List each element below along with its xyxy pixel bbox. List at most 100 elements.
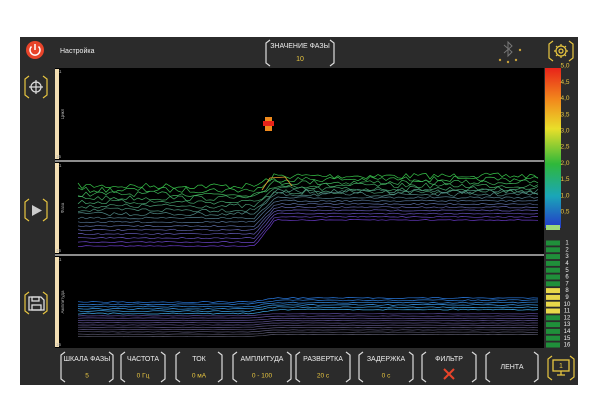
channel-label: 2 [565, 247, 569, 253]
channel-bar [546, 308, 560, 314]
panel-label: Фаза [60, 202, 65, 213]
channel-label: 3 [565, 254, 569, 260]
bracket-right [42, 291, 48, 315]
bracket-left [358, 351, 364, 383]
bracket-right [533, 351, 539, 383]
display-number: 1 [559, 363, 563, 370]
trace [77, 333, 539, 338]
channel-label: 6 [565, 275, 569, 281]
bracket[interactable] [548, 40, 574, 62]
bracket[interactable] [295, 351, 351, 383]
bracket[interactable] [60, 351, 114, 383]
bracket[interactable] [24, 198, 48, 222]
bracket-left [60, 351, 66, 383]
trace [77, 299, 539, 306]
bracket-right [408, 351, 414, 383]
color-scale [545, 68, 561, 228]
trace [77, 206, 539, 232]
save-button[interactable] [28, 296, 45, 311]
target-button[interactable] [29, 80, 43, 94]
trace [77, 189, 539, 209]
bracket[interactable] [265, 39, 335, 67]
trace [77, 322, 539, 326]
channel-bar [546, 315, 560, 321]
scale-label: 1,0 [560, 192, 569, 199]
trace [77, 308, 539, 315]
trace [77, 303, 539, 310]
channel-bar [546, 294, 560, 300]
control-label[interactable]: РАЗВЕРТКА [303, 356, 343, 363]
control-label[interactable]: ФИЛЬТР [435, 356, 463, 363]
bracket-left [232, 351, 238, 383]
scale-marker [546, 225, 560, 230]
bracket-right [42, 198, 48, 222]
play-button[interactable] [32, 205, 42, 216]
phase-label[interactable]: ЗНАЧЕНИЕ ФАЗЫ [270, 43, 330, 50]
scale-label: 4,5 [560, 79, 569, 86]
trace [77, 331, 539, 335]
plot-area [55, 68, 544, 348]
channel-bar [546, 254, 560, 260]
channel-label: 7 [565, 281, 569, 287]
bracket-right [471, 351, 477, 383]
bracket[interactable] [120, 351, 166, 383]
channel-label: 10 [564, 302, 571, 308]
trace [77, 212, 539, 239]
bracket[interactable] [175, 351, 223, 383]
panel-start: 1 [59, 257, 62, 262]
bracket[interactable] [24, 75, 48, 99]
bracket[interactable] [421, 351, 477, 383]
bracket[interactable] [485, 351, 539, 383]
trace [77, 315, 539, 319]
bracket[interactable] [24, 291, 48, 315]
trace [77, 306, 539, 313]
bracket-left [421, 351, 427, 383]
panel-end: 16 [56, 342, 62, 347]
panel-end: 16 [56, 248, 62, 253]
channel-label: 13 [564, 322, 571, 328]
trace [77, 175, 539, 194]
bracket[interactable] [232, 351, 292, 383]
channel-label: 16 [564, 343, 571, 349]
bracket-left [295, 351, 301, 383]
trace [77, 199, 539, 224]
display-button[interactable]: 1 [552, 359, 570, 376]
panel-end: 16 [56, 154, 62, 159]
panel-label-strip [55, 163, 59, 253]
bracket-left [24, 75, 30, 99]
channel-bar [546, 274, 560, 280]
control-label[interactable]: ЛЕНТА [500, 364, 523, 371]
channel-bar [546, 342, 560, 348]
trace [77, 192, 539, 217]
channel-bar [546, 281, 560, 287]
control-label[interactable]: ЧАСТОТА [127, 356, 159, 363]
control-label[interactable]: ТОК [192, 356, 206, 363]
panel-label-strip [55, 69, 59, 159]
channel-bar [546, 322, 560, 328]
trace [77, 324, 538, 328]
control-label[interactable]: ШКАЛА ФАЗЫ [64, 356, 111, 363]
trace [77, 215, 539, 243]
control-value: 0 мА [192, 373, 207, 380]
power-button[interactable] [26, 41, 44, 59]
trace [77, 313, 539, 317]
scale-label: 4,0 [560, 95, 569, 102]
trace [77, 202, 539, 228]
bracket-left [548, 40, 554, 62]
channel-bar [546, 260, 560, 266]
bracket-left [265, 39, 271, 67]
bracket[interactable] [358, 351, 414, 383]
control-label[interactable]: АМПЛИТУДА [241, 356, 284, 363]
trace [77, 320, 539, 324]
control-value: 0 Гц [137, 373, 150, 380]
channel-label: 11 [564, 309, 571, 315]
channel-label: 8 [565, 288, 569, 294]
settings-button[interactable] [554, 44, 568, 58]
bracket-right [217, 351, 223, 383]
panel-label: Цикл [60, 108, 65, 119]
channel-bar [546, 335, 560, 341]
bracket-right [569, 355, 575, 381]
bracket[interactable] [547, 355, 575, 381]
control-label[interactable]: ЗАДЕРЖКА [367, 356, 406, 363]
